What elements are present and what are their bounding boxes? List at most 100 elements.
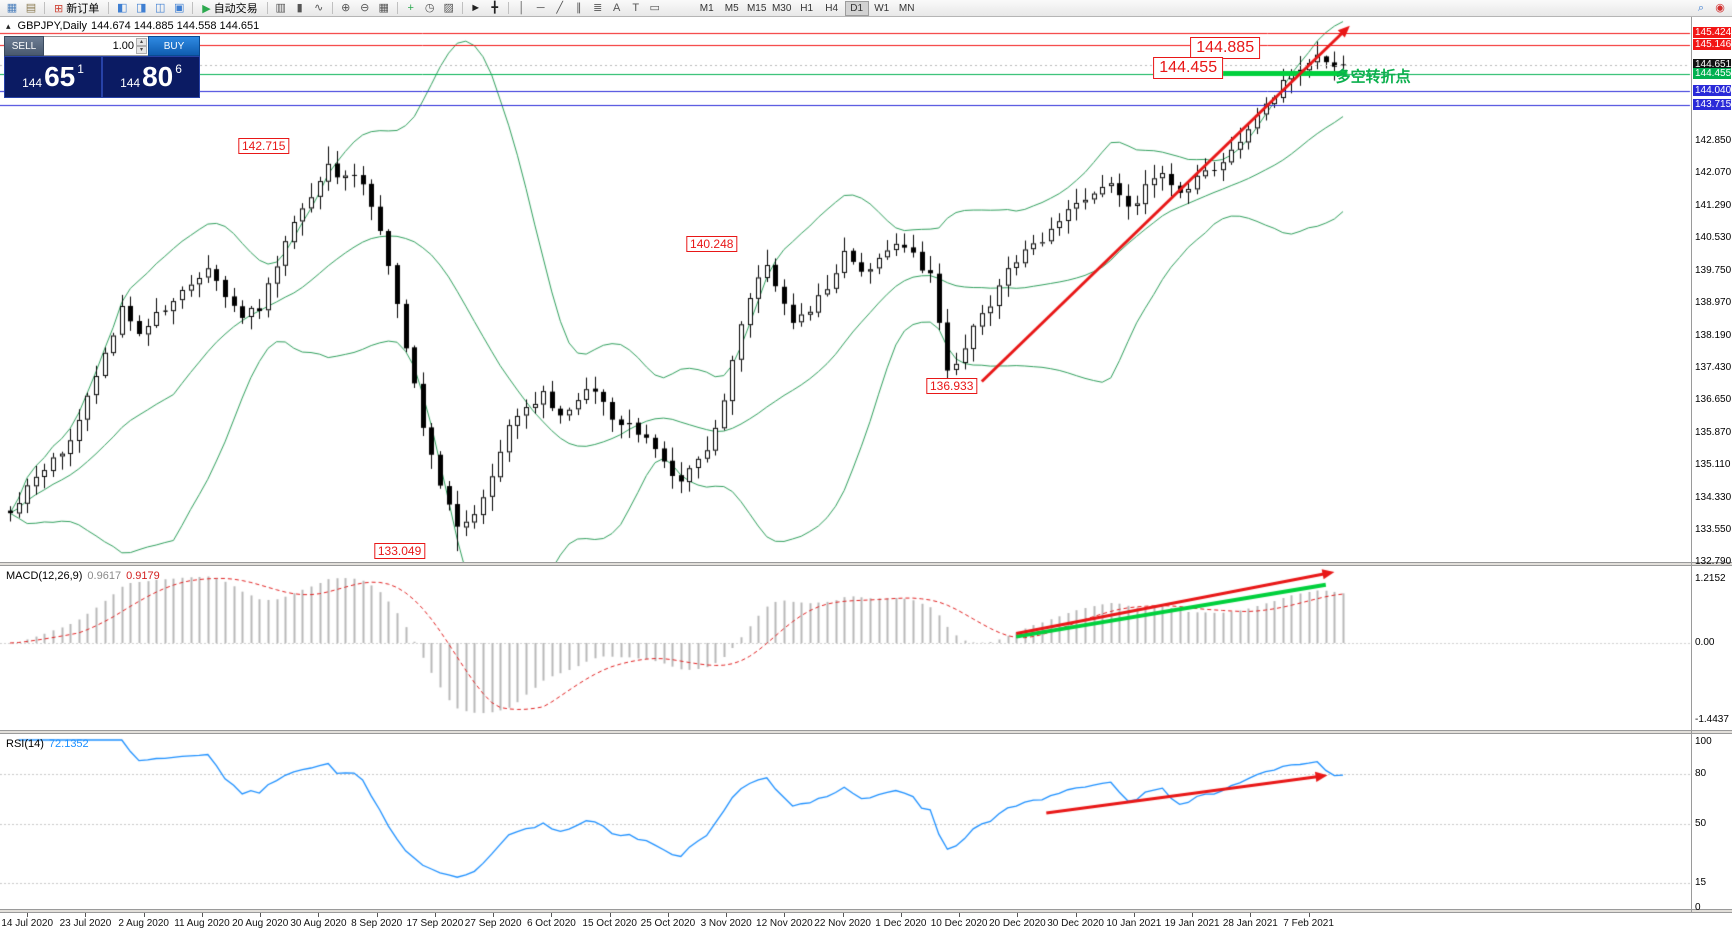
macd-panel-splitter[interactable]: [0, 562, 1732, 566]
time-axis-label[interactable]: 15 Oct 2020: [582, 918, 637, 929]
time-axis-splitter[interactable]: [0, 909, 1732, 913]
price-scale-tick[interactable]: 138.970: [1695, 297, 1732, 309]
fibonacci-icon[interactable]: ≣: [593, 1, 603, 14]
time-axis-label[interactable]: 27 Sep 2020: [464, 918, 522, 929]
chart-profiles-icon[interactable]: ▤: [25, 1, 37, 14]
rsi-panel-splitter[interactable]: [0, 730, 1732, 734]
period-icon[interactable]: ◷: [424, 1, 435, 14]
price-scale-tick[interactable]: 142.070: [1695, 167, 1732, 179]
new-chart-icon[interactable]: ▦: [6, 1, 18, 14]
trendline-icon[interactable]: ╱: [556, 1, 563, 14]
price-label-144.885[interactable]: 144.885: [1190, 36, 1261, 59]
price-scale-tick[interactable]: 132.790: [1695, 556, 1732, 567]
price-scale-tick[interactable]: 139.750: [1695, 264, 1732, 276]
time-axis-label[interactable]: 20 Aug 2020: [232, 918, 289, 929]
time-axis-label[interactable]: 23 Jul 2020: [59, 918, 112, 929]
time-axis-label[interactable]: 19 Jan 2021: [1164, 918, 1220, 929]
volume-decrease-button[interactable]: [136, 46, 147, 54]
timeframe-m30-button[interactable]: M30: [771, 2, 792, 14]
volume-increase-button[interactable]: [136, 38, 147, 46]
time-axis-label[interactable]: 3 Nov 2020: [700, 918, 752, 929]
price-scale-tick[interactable]: 134.330: [1695, 491, 1732, 503]
timeframe-h4-button[interactable]: H4: [825, 2, 839, 14]
sell-price-box[interactable]: 144 65 1: [4, 56, 102, 98]
timeframe-d1-button[interactable]: D1: [844, 0, 869, 16]
price-scale-tick[interactable]: 138.190: [1695, 329, 1732, 341]
buy-price-box[interactable]: 144 80 6: [102, 56, 200, 98]
time-axis-label[interactable]: 20 Dec 2020: [989, 918, 1046, 929]
text-icon[interactable]: A: [613, 1, 621, 14]
price-scale-marker[interactable]: 144.455: [1693, 67, 1732, 79]
buy-button[interactable]: BUY: [148, 36, 200, 56]
price-scale-tick[interactable]: 136.650: [1695, 394, 1732, 406]
price-label-142.715[interactable]: 142.715: [237, 138, 290, 155]
price-scale-tick[interactable]: 135.110: [1695, 458, 1731, 470]
time-axis-label[interactable]: 28 Jan 2021: [1222, 918, 1278, 929]
horizontal-line-icon[interactable]: ─: [536, 1, 545, 14]
data-window-icon[interactable]: ◨: [136, 1, 147, 14]
timeframe-m1-button[interactable]: M1: [699, 2, 714, 14]
navigator-icon[interactable]: ◫: [155, 1, 166, 14]
price-scale-tick[interactable]: 135.870: [1695, 427, 1732, 439]
market-watch-icon[interactable]: ◧: [117, 1, 128, 14]
time-axis-label[interactable]: 7 Feb 2021: [1283, 918, 1334, 929]
rsi-scale-tick[interactable]: 0: [1695, 902, 1701, 913]
time-axis-label[interactable]: 12 Nov 2020: [756, 918, 813, 929]
price-scale-marker[interactable]: 144.040: [1693, 84, 1732, 96]
price-label-144.455[interactable]: 144.455: [1153, 56, 1224, 79]
price-scale-tick[interactable]: 141.290: [1695, 200, 1732, 212]
equidistant-channel-icon[interactable]: ∥: [575, 1, 582, 14]
price-scale-tick[interactable]: 142.850: [1695, 134, 1732, 146]
rsi-scale-tick[interactable]: 15: [1695, 876, 1707, 888]
timeframe-w1-button[interactable]: W1: [874, 2, 890, 14]
timeframe-m15-button[interactable]: M15: [746, 2, 767, 14]
time-axis-label[interactable]: 6 Oct 2020: [526, 918, 576, 929]
macd-scale-tick[interactable]: -1.4437: [1695, 713, 1729, 725]
timeframe-mn-button[interactable]: MN: [898, 2, 915, 14]
price-label-133.049[interactable]: 133.049: [373, 543, 426, 560]
crosshair-icon[interactable]: ╋: [491, 1, 498, 14]
shapes-icon[interactable]: ▭: [649, 1, 660, 14]
zoom-in-icon[interactable]: ⊕: [341, 1, 351, 14]
time-axis-label[interactable]: 11 Aug 2020: [174, 918, 230, 929]
vertical-line-icon[interactable]: │: [518, 1, 526, 14]
price-scale-marker[interactable]: 144.651: [1693, 59, 1732, 71]
price-label-140.248[interactable]: 140.248: [686, 236, 738, 253]
timeframe-m5-button[interactable]: M5: [724, 2, 739, 14]
rsi-scale-tick[interactable]: 100: [1695, 736, 1712, 747]
price-scale-tick[interactable]: 140.530: [1695, 231, 1732, 243]
price-scale-tick[interactable]: 137.430: [1695, 361, 1732, 373]
price-label-136.933[interactable]: 136.933: [925, 378, 978, 395]
templates-icon[interactable]: ▨: [443, 1, 454, 14]
turning-point-note[interactable]: 多空转折点: [1335, 68, 1411, 86]
auto-trading-button[interactable]: ▶ 自动交易: [197, 1, 262, 16]
price-scale-marker[interactable]: 143.715: [1693, 98, 1732, 110]
rsi-scale-tick[interactable]: 80: [1695, 767, 1707, 779]
tile-windows-icon[interactable]: ▦: [378, 1, 389, 14]
time-axis-label[interactable]: 30 Dec 2020: [1047, 918, 1104, 929]
bar-chart-icon[interactable]: ▥: [275, 1, 286, 14]
price-scale-marker[interactable]: 145.146: [1693, 38, 1732, 50]
macd-scale-tick[interactable]: 1.2152: [1695, 572, 1726, 584]
time-axis-label[interactable]: 22 Nov 2020: [814, 918, 871, 929]
new-order-button[interactable]: ⊞ 新订单: [49, 1, 104, 16]
candlestick-chart-icon[interactable]: ▮: [296, 1, 303, 14]
time-axis-label[interactable]: 2 Aug 2020: [118, 918, 169, 929]
time-axis-label[interactable]: 30 Aug 2020: [290, 918, 347, 929]
time-axis-label[interactable]: 8 Sep 2020: [351, 918, 403, 929]
label-icon[interactable]: T: [632, 1, 640, 14]
indicators-icon[interactable]: +: [407, 1, 414, 14]
terminal-icon[interactable]: ▣: [174, 1, 185, 14]
time-axis-label[interactable]: 10 Jan 2021: [1106, 918, 1162, 929]
time-axis-label[interactable]: 14 Jul 2020: [1, 918, 54, 929]
price-scale-tick[interactable]: 133.550: [1695, 524, 1732, 536]
timeframe-h1-button[interactable]: H1: [800, 2, 814, 14]
time-axis-label[interactable]: 17 Sep 2020: [406, 918, 464, 929]
time-axis-label[interactable]: 25 Oct 2020: [640, 918, 696, 929]
time-axis-label[interactable]: 1 Dec 2020: [875, 918, 927, 929]
notifications-icon[interactable]: ◉: [1715, 1, 1725, 14]
line-chart-icon[interactable]: ∿: [314, 1, 324, 14]
cursor-icon[interactable]: ►: [470, 1, 482, 14]
macd-scale-tick[interactable]: 0.00: [1695, 637, 1715, 648]
